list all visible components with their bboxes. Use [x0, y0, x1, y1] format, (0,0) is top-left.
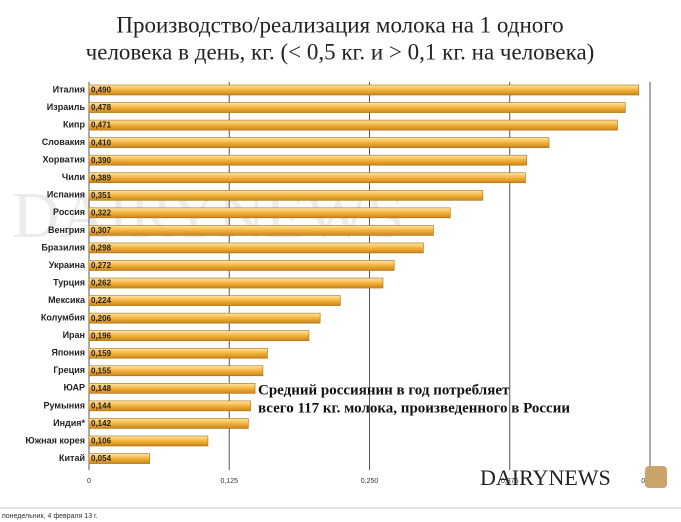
value-label: 0,262: [91, 279, 112, 288]
bar: [88, 312, 321, 324]
x-tick-label: 0,375: [501, 478, 519, 485]
category-label: Кипр: [63, 119, 85, 129]
bar: [88, 260, 395, 271]
footer: понедельник, 4 февраля 13 г.: [2, 513, 98, 520]
category-label: Россия: [53, 207, 85, 217]
bar: [88, 172, 526, 184]
category-label: Хорватия: [43, 155, 86, 165]
bar: [88, 347, 268, 359]
category-label: Израиль: [47, 102, 86, 112]
value-label: 0,155: [91, 366, 112, 375]
bar: [88, 207, 451, 219]
category-label: Испания: [47, 190, 85, 200]
value-label: 0,322: [91, 208, 112, 217]
value-label: 0,298: [91, 244, 112, 253]
bar: [88, 435, 209, 447]
category-label: ЮАР: [63, 383, 85, 393]
chart-title: человека в день, кг. (< 0,5 кг. и > 0,1 …: [86, 39, 595, 64]
category-label: Китай: [59, 453, 85, 463]
category-label: Италия: [53, 84, 85, 94]
bar: [88, 453, 150, 464]
value-label: 0,351: [91, 191, 112, 200]
category-label: Колумбия: [41, 313, 85, 323]
bar: [88, 102, 626, 113]
x-tick-label: 0,125: [220, 478, 238, 485]
logo-icon: [645, 466, 667, 488]
bar: [88, 400, 251, 412]
value-label: 0,054: [91, 454, 112, 463]
value-label: 0,389: [91, 173, 112, 182]
bar: [88, 418, 249, 429]
value-label: 0,206: [91, 314, 112, 323]
x-tick-label: 0: [87, 478, 91, 485]
value-label: 0,471: [91, 121, 112, 130]
bar: [88, 295, 341, 306]
value-label: 0,106: [91, 437, 112, 446]
annotation: всего 117 кг. молока, произведенного в Р…: [258, 400, 570, 416]
value-label: 0,390: [91, 156, 112, 165]
value-label: 0,490: [91, 86, 112, 95]
bar: [88, 277, 384, 289]
bar: [88, 190, 484, 201]
value-label: 0,144: [91, 402, 112, 411]
category-label: Бразилия: [41, 242, 85, 252]
bar: [88, 84, 640, 96]
category-label: Словакия: [42, 137, 85, 147]
bar: [88, 119, 618, 131]
bar: [88, 242, 424, 254]
annotation: Средний россиянин в год потребляет: [258, 382, 510, 398]
value-label: 0,307: [91, 226, 112, 235]
category-label: Румыния: [44, 400, 85, 410]
bar: [88, 154, 527, 166]
value-label: 0,159: [91, 349, 112, 358]
value-label: 0,224: [91, 296, 112, 305]
chart-title: Производство/реализация молока на 1 одно…: [116, 12, 563, 37]
value-label: 0,142: [91, 419, 112, 428]
value-label: 0,196: [91, 331, 112, 340]
category-label: Чили: [62, 172, 85, 182]
bar: [88, 365, 264, 377]
value-label: 0,148: [91, 384, 112, 393]
category-label: Украина: [49, 260, 86, 270]
bar: [88, 330, 310, 342]
category-label: Греция: [53, 365, 85, 375]
logo: DAIRYNEWS: [480, 465, 611, 490]
category-label: Мексика: [48, 295, 86, 305]
category-label: Индия*: [53, 418, 85, 428]
category-label: Турция: [53, 277, 85, 287]
value-label: 0,272: [91, 261, 112, 270]
category-label: Иран: [63, 330, 85, 340]
category-label: Венгрия: [48, 225, 85, 235]
value-label: 0,478: [91, 103, 112, 112]
category-label: Япония: [51, 348, 85, 358]
bar: [88, 383, 256, 394]
bar: [88, 225, 434, 236]
value-label: 0,410: [91, 138, 112, 147]
category-label: Южная корея: [25, 435, 85, 445]
x-tick-label: 0,250: [361, 478, 379, 485]
bar: [88, 137, 550, 148]
